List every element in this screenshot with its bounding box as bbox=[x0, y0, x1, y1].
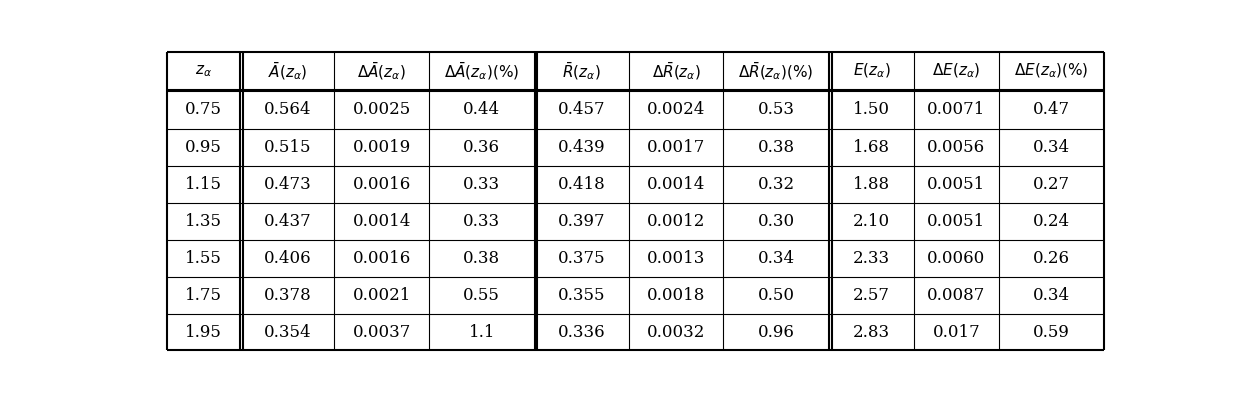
Text: 1.75: 1.75 bbox=[185, 287, 222, 304]
Text: 0.55: 0.55 bbox=[464, 287, 500, 304]
Text: 0.0014: 0.0014 bbox=[352, 213, 410, 230]
Text: $\bar{R}(z_{\alpha})$: $\bar{R}(z_{\alpha})$ bbox=[563, 60, 601, 82]
Text: 0.96: 0.96 bbox=[758, 324, 795, 341]
Text: 0.0017: 0.0017 bbox=[647, 139, 706, 156]
Text: 0.0018: 0.0018 bbox=[647, 287, 706, 304]
Text: 0.33: 0.33 bbox=[463, 176, 500, 193]
Text: 2.83: 2.83 bbox=[853, 324, 890, 341]
Text: 0.0012: 0.0012 bbox=[647, 213, 706, 230]
Text: 0.0024: 0.0024 bbox=[647, 101, 706, 119]
Text: 2.33: 2.33 bbox=[853, 250, 890, 267]
Text: 0.397: 0.397 bbox=[558, 213, 605, 230]
Text: 0.0051: 0.0051 bbox=[928, 176, 986, 193]
Text: 0.336: 0.336 bbox=[558, 324, 605, 341]
Text: 0.27: 0.27 bbox=[1033, 176, 1070, 193]
Text: $\Delta\bar{A}(z_{\alpha})$: $\Delta\bar{A}(z_{\alpha})$ bbox=[357, 60, 407, 82]
Text: $\Delta\bar{A}(z_{\alpha})(\%)$: $\Delta\bar{A}(z_{\alpha})(\%)$ bbox=[444, 60, 520, 82]
Text: 1.95: 1.95 bbox=[185, 324, 222, 341]
Text: $E(z_{\alpha})$: $E(z_{\alpha})$ bbox=[853, 62, 890, 80]
Text: 0.0032: 0.0032 bbox=[647, 324, 706, 341]
Text: 0.0019: 0.0019 bbox=[352, 139, 410, 156]
Text: 0.437: 0.437 bbox=[263, 213, 311, 230]
Text: 1.68: 1.68 bbox=[853, 139, 890, 156]
Text: 0.44: 0.44 bbox=[463, 101, 500, 119]
Text: 0.59: 0.59 bbox=[1033, 324, 1070, 341]
Text: 0.0037: 0.0037 bbox=[352, 324, 410, 341]
Text: 0.95: 0.95 bbox=[185, 139, 222, 156]
Text: 1.15: 1.15 bbox=[185, 176, 222, 193]
Text: 2.10: 2.10 bbox=[853, 213, 890, 230]
Text: 0.406: 0.406 bbox=[263, 250, 311, 267]
Text: 0.0021: 0.0021 bbox=[352, 287, 410, 304]
Text: 0.473: 0.473 bbox=[263, 176, 311, 193]
Text: 0.457: 0.457 bbox=[558, 101, 605, 119]
Text: 0.34: 0.34 bbox=[1033, 287, 1070, 304]
Text: $\Delta\bar{R}(z_{\alpha})(\%)$: $\Delta\bar{R}(z_{\alpha})(\%)$ bbox=[738, 60, 813, 82]
Text: 1.50: 1.50 bbox=[853, 101, 890, 119]
Text: 1.55: 1.55 bbox=[185, 250, 222, 267]
Text: 0.0071: 0.0071 bbox=[928, 101, 986, 119]
Text: 0.24: 0.24 bbox=[1033, 213, 1070, 230]
Text: 0.38: 0.38 bbox=[463, 250, 500, 267]
Text: 0.34: 0.34 bbox=[758, 250, 795, 267]
Text: 0.0016: 0.0016 bbox=[352, 176, 410, 193]
Text: 1.1: 1.1 bbox=[469, 324, 495, 341]
Text: 0.50: 0.50 bbox=[758, 287, 795, 304]
Text: 0.36: 0.36 bbox=[464, 139, 500, 156]
Text: 1.35: 1.35 bbox=[185, 213, 222, 230]
Text: 0.53: 0.53 bbox=[758, 101, 795, 119]
Text: $\bar{A}(z_{\alpha})$: $\bar{A}(z_{\alpha})$ bbox=[268, 60, 308, 82]
Text: 0.564: 0.564 bbox=[264, 101, 311, 119]
Text: 0.0013: 0.0013 bbox=[647, 250, 706, 267]
Text: $z_{\alpha}$: $z_{\alpha}$ bbox=[195, 63, 212, 79]
Text: $\Delta E(z_{\alpha})$: $\Delta E(z_{\alpha})$ bbox=[932, 62, 981, 80]
Text: 0.0056: 0.0056 bbox=[928, 139, 986, 156]
Text: 0.439: 0.439 bbox=[558, 139, 605, 156]
Text: 0.418: 0.418 bbox=[558, 176, 605, 193]
Text: 0.34: 0.34 bbox=[1033, 139, 1070, 156]
Text: 0.354: 0.354 bbox=[263, 324, 311, 341]
Text: 0.017: 0.017 bbox=[932, 324, 980, 341]
Text: 0.0016: 0.0016 bbox=[352, 250, 410, 267]
Text: $\Delta\bar{R}(z_{\alpha})$: $\Delta\bar{R}(z_{\alpha})$ bbox=[651, 60, 701, 82]
Text: 0.33: 0.33 bbox=[463, 213, 500, 230]
Text: 0.0087: 0.0087 bbox=[928, 287, 986, 304]
Text: 0.355: 0.355 bbox=[558, 287, 605, 304]
Text: 0.0014: 0.0014 bbox=[647, 176, 706, 193]
Text: 0.32: 0.32 bbox=[758, 176, 795, 193]
Text: 2.57: 2.57 bbox=[853, 287, 890, 304]
Text: 0.0060: 0.0060 bbox=[928, 250, 986, 267]
Text: 0.515: 0.515 bbox=[264, 139, 311, 156]
Text: 0.47: 0.47 bbox=[1033, 101, 1070, 119]
Text: 1.88: 1.88 bbox=[853, 176, 890, 193]
Text: 0.38: 0.38 bbox=[758, 139, 795, 156]
Text: 0.0051: 0.0051 bbox=[928, 213, 986, 230]
Text: 0.375: 0.375 bbox=[558, 250, 605, 267]
Text: 0.75: 0.75 bbox=[185, 101, 222, 119]
Text: 0.0025: 0.0025 bbox=[352, 101, 410, 119]
Text: 0.30: 0.30 bbox=[758, 213, 795, 230]
Text: 0.26: 0.26 bbox=[1033, 250, 1070, 267]
Text: $\Delta E(z_{\alpha})(\%)$: $\Delta E(z_{\alpha})(\%)$ bbox=[1014, 62, 1089, 80]
Text: 0.378: 0.378 bbox=[263, 287, 311, 304]
